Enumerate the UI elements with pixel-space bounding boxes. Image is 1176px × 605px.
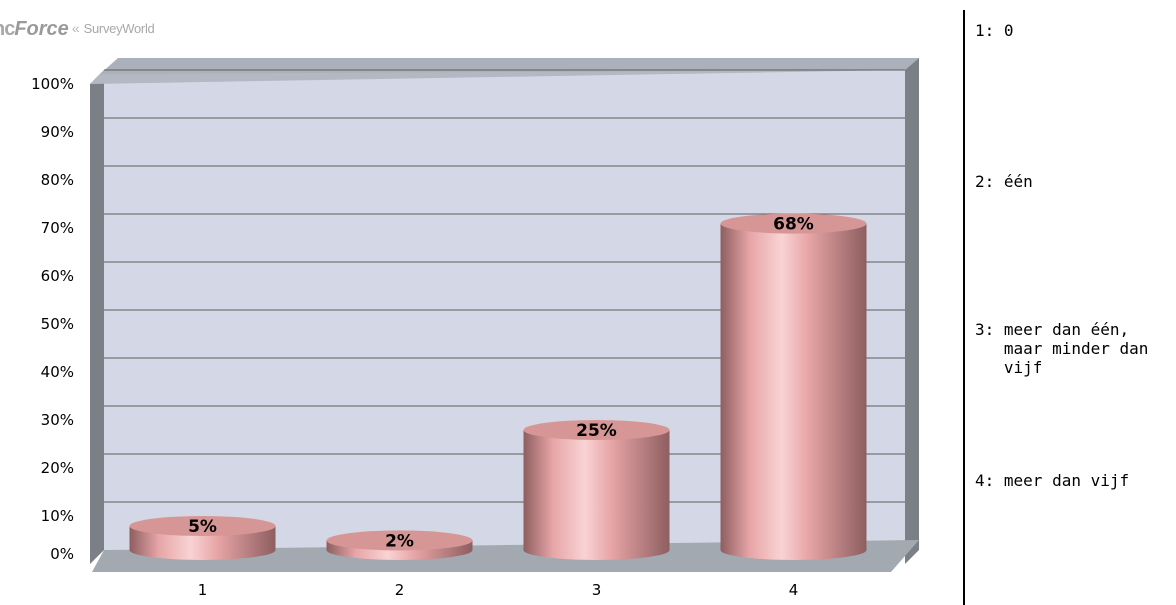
chart-left-wall (90, 70, 104, 564)
bar (129, 516, 276, 560)
legend-key: 4: (975, 471, 995, 490)
x-axis-ticks: 1 2 3 4 (198, 581, 799, 599)
logo-separator-icon: « (71, 20, 80, 36)
bar-value-label: 68% (773, 215, 814, 235)
y-tick-label: 70% (41, 219, 74, 237)
bar (326, 530, 473, 560)
x-tick-label: 4 (789, 581, 799, 599)
y-tick-label: 90% (41, 123, 74, 141)
chart-floor (92, 540, 919, 572)
bar-body (720, 223, 867, 560)
legend-label: één (1003, 172, 1033, 191)
logo-text-part-a: nc (0, 18, 15, 40)
x-tick-label: 1 (198, 581, 208, 599)
bar-value-label: 5% (188, 517, 217, 537)
y-tick-label: 0% (50, 545, 74, 563)
legend-item: 4: meer dan vijf (975, 471, 1170, 490)
bar-top (720, 213, 867, 234)
y-tick-label: 30% (41, 411, 74, 429)
legend-label: meer dan vijf (1003, 471, 1130, 490)
bar-body (523, 430, 670, 560)
x-tick-label: 3 (592, 581, 602, 599)
x-tick-label: 2 (395, 581, 405, 599)
y-axis-ticks: 0% 10% 20% 30% 40% 50% 60% 70% 80% 90% 100% (31, 75, 74, 563)
y-tick-label: 40% (41, 363, 74, 381)
bar (523, 420, 670, 560)
y-tick-label: 50% (41, 315, 74, 333)
bar-value-label: 25% (576, 421, 617, 441)
bar-top (523, 420, 670, 440)
y-tick-label: 60% (41, 267, 74, 285)
bar-chart: 0% 10% 20% 30% 40% 50% 60% 70% 80% 90% 100% 1 2 3 4 5… (31, 58, 919, 599)
logo-text-part-c: SurveyWorld (83, 21, 155, 36)
y-tick-label: 20% (41, 459, 74, 477)
bar (720, 213, 867, 560)
bar-value-label: 2% (385, 531, 414, 551)
chart-bars (129, 213, 867, 560)
legend-item: 2: één (975, 172, 1170, 191)
legend-item: 1: 0 (975, 21, 1170, 40)
legend-key: 2: (975, 172, 995, 191)
brand-logo: ncForce«SurveyWorld (0, 18, 260, 48)
y-tick-label: 80% (41, 171, 74, 189)
legend-item: 3: meer dan één, maar minder dan vijf (975, 320, 1170, 377)
legend-divider (963, 10, 965, 605)
legend-key: 3: (975, 320, 995, 339)
y-tick-label: 10% (41, 507, 74, 525)
legend-label: 0 (1003, 21, 1014, 40)
bar-top (326, 530, 473, 551)
legend-key: 1: (975, 21, 995, 40)
y-tick-label: 100% (31, 75, 74, 93)
chart-right-wall (905, 58, 919, 564)
bar-value-labels: 5% 2% 25% 68% (188, 215, 814, 552)
logo-text-part-b: Force (14, 18, 69, 40)
legend-label: meer dan één, maar minder dan vijf (1003, 320, 1149, 377)
bar-top (129, 516, 276, 536)
